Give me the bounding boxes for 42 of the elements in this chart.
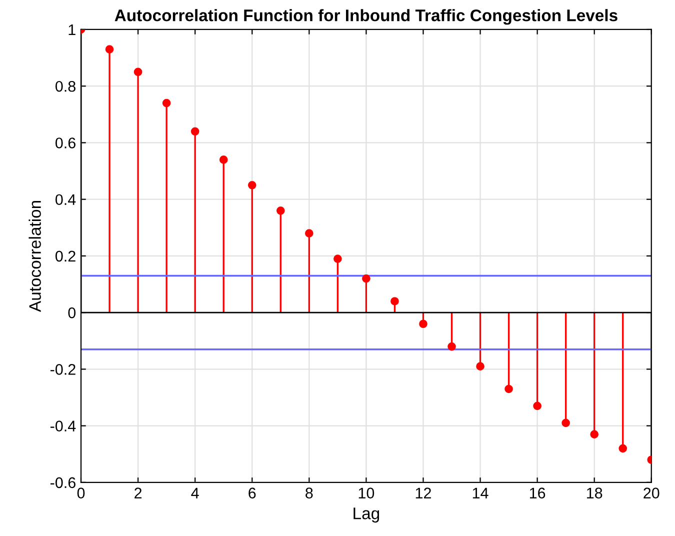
y-tick-label: -0.6: [50, 477, 76, 488]
point: [618, 444, 628, 453]
y-tick-label: -0.4: [50, 420, 76, 432]
point: [562, 418, 570, 428]
point: [362, 274, 370, 283]
point: [448, 342, 456, 351]
y-tick-label: -0.2: [50, 364, 76, 375]
point: [334, 254, 342, 263]
point: [162, 98, 171, 108]
y-tick-label: 0.4: [56, 194, 76, 206]
y-tick-label: 0: [68, 307, 76, 318]
x-tick-label: 8: [306, 488, 313, 498]
point: [504, 384, 513, 394]
y-tick-label: 0.2: [56, 250, 76, 262]
point: [304, 229, 314, 238]
x-axis-title: Lag: [354, 508, 380, 523]
point: [476, 362, 484, 371]
point: [590, 430, 599, 438]
point: [248, 181, 256, 190]
x-tick-label: 0: [77, 488, 85, 498]
point: [390, 297, 399, 306]
x-tick-label: 6: [248, 488, 256, 498]
x-tick-label: 12: [416, 488, 431, 498]
x-tick-label: 4: [191, 488, 199, 498]
x-tick-label: 16: [530, 488, 546, 498]
point: [105, 45, 114, 54]
point: [419, 320, 428, 328]
point: [276, 206, 285, 215]
x-tick-label: 14: [472, 488, 488, 498]
x-tick-label: 2: [134, 488, 142, 498]
x-tick-label: 18: [587, 488, 602, 498]
point: [190, 127, 200, 136]
x-tick-label: 10: [358, 488, 374, 498]
x-tick-label: 20: [644, 488, 660, 498]
y-tick-label: 0.6: [56, 138, 76, 148]
y-axis-title: Autocorrelation: [28, 200, 41, 312]
point: [219, 156, 228, 164]
point: [134, 68, 142, 76]
point: [533, 402, 542, 410]
y-tick-label: 1: [68, 24, 76, 36]
chart-title: Autocorrelation Function for Inbound Traffic Congestion Levels: [114, 9, 618, 25]
y-tick-label: 0.8: [56, 80, 76, 92]
